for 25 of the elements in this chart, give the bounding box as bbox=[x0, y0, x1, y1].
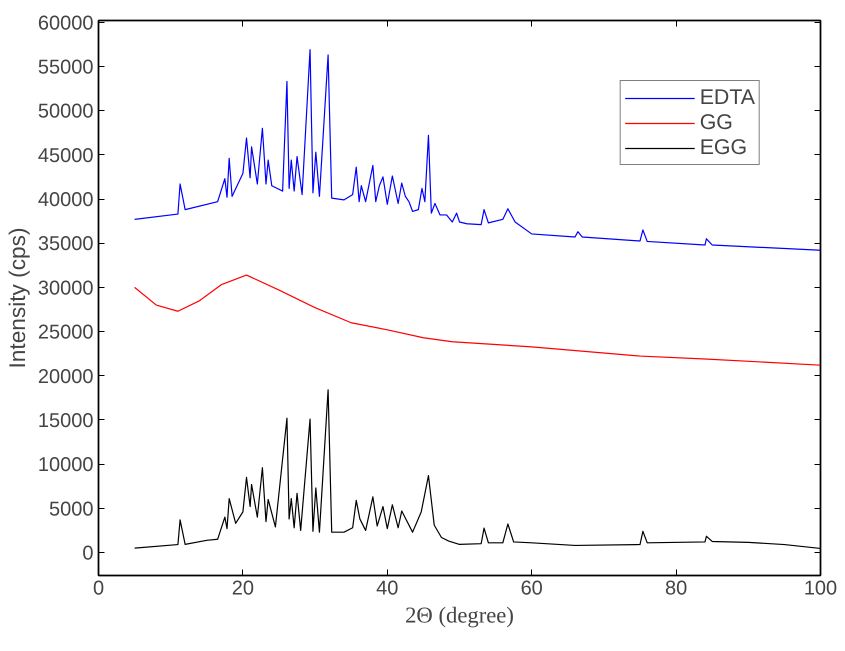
y-tick-label: 45000 bbox=[38, 144, 94, 167]
line-series bbox=[134, 49, 820, 251]
y-tick-label: 30000 bbox=[38, 277, 94, 300]
x-tick-label: 80 bbox=[664, 578, 688, 600]
legend-label: EDTA bbox=[700, 85, 755, 110]
y-tick-label: 5000 bbox=[49, 498, 94, 520]
y-tick-label: 40000 bbox=[38, 189, 94, 212]
y-tick-label: 60000 bbox=[38, 12, 94, 34]
line-series bbox=[134, 274, 820, 366]
x-tick-label: 40 bbox=[376, 578, 398, 600]
legend-label: GG bbox=[700, 110, 733, 135]
y-tick-label: 50000 bbox=[38, 100, 94, 123]
y-tick-label: 0 bbox=[82, 542, 94, 565]
y-tick-label: 20000 bbox=[38, 366, 94, 388]
y-tick-label: 55000 bbox=[38, 56, 94, 78]
y-tick-label: 15000 bbox=[38, 410, 94, 432]
x-tick-label: 20 bbox=[232, 578, 254, 600]
y-tick-label: 10000 bbox=[38, 454, 94, 476]
y-tick-label: 35000 bbox=[38, 233, 94, 256]
x-tick-label: 60 bbox=[520, 578, 543, 600]
x-tick-label: 100 bbox=[804, 578, 838, 600]
x-axis-title: 2Θ (degree) bbox=[405, 602, 514, 628]
y-axis-title: Intensity (cps) bbox=[4, 227, 30, 369]
legend-label: EGG bbox=[700, 135, 748, 160]
y-tick-label: 25000 bbox=[38, 322, 94, 344]
